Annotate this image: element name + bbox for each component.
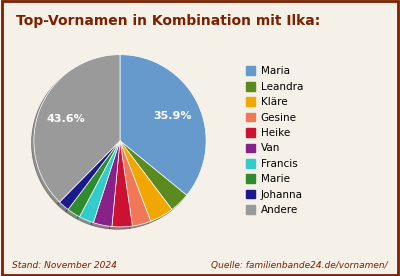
Text: 43.6%: 43.6% bbox=[46, 113, 85, 124]
Wedge shape bbox=[120, 141, 151, 226]
Wedge shape bbox=[34, 55, 120, 202]
Wedge shape bbox=[93, 141, 120, 227]
Text: Top-Vornamen in Kombination mit Ilka:: Top-Vornamen in Kombination mit Ilka: bbox=[16, 14, 320, 28]
Text: Quelle: familienbande24.de/vornamen/: Quelle: familienbande24.de/vornamen/ bbox=[211, 261, 388, 270]
Wedge shape bbox=[80, 141, 120, 223]
Wedge shape bbox=[68, 141, 120, 217]
Wedge shape bbox=[112, 141, 132, 227]
Wedge shape bbox=[60, 141, 120, 209]
Wedge shape bbox=[120, 141, 172, 221]
Legend: Maria, Leandra, Kläre, Gesine, Heike, Van, Francis, Marie, Johanna, Andere: Maria, Leandra, Kläre, Gesine, Heike, Va… bbox=[242, 62, 307, 219]
Text: 35.9%: 35.9% bbox=[154, 111, 192, 121]
Text: Stand: November 2024: Stand: November 2024 bbox=[12, 261, 117, 270]
Wedge shape bbox=[120, 141, 187, 209]
Wedge shape bbox=[120, 55, 206, 195]
